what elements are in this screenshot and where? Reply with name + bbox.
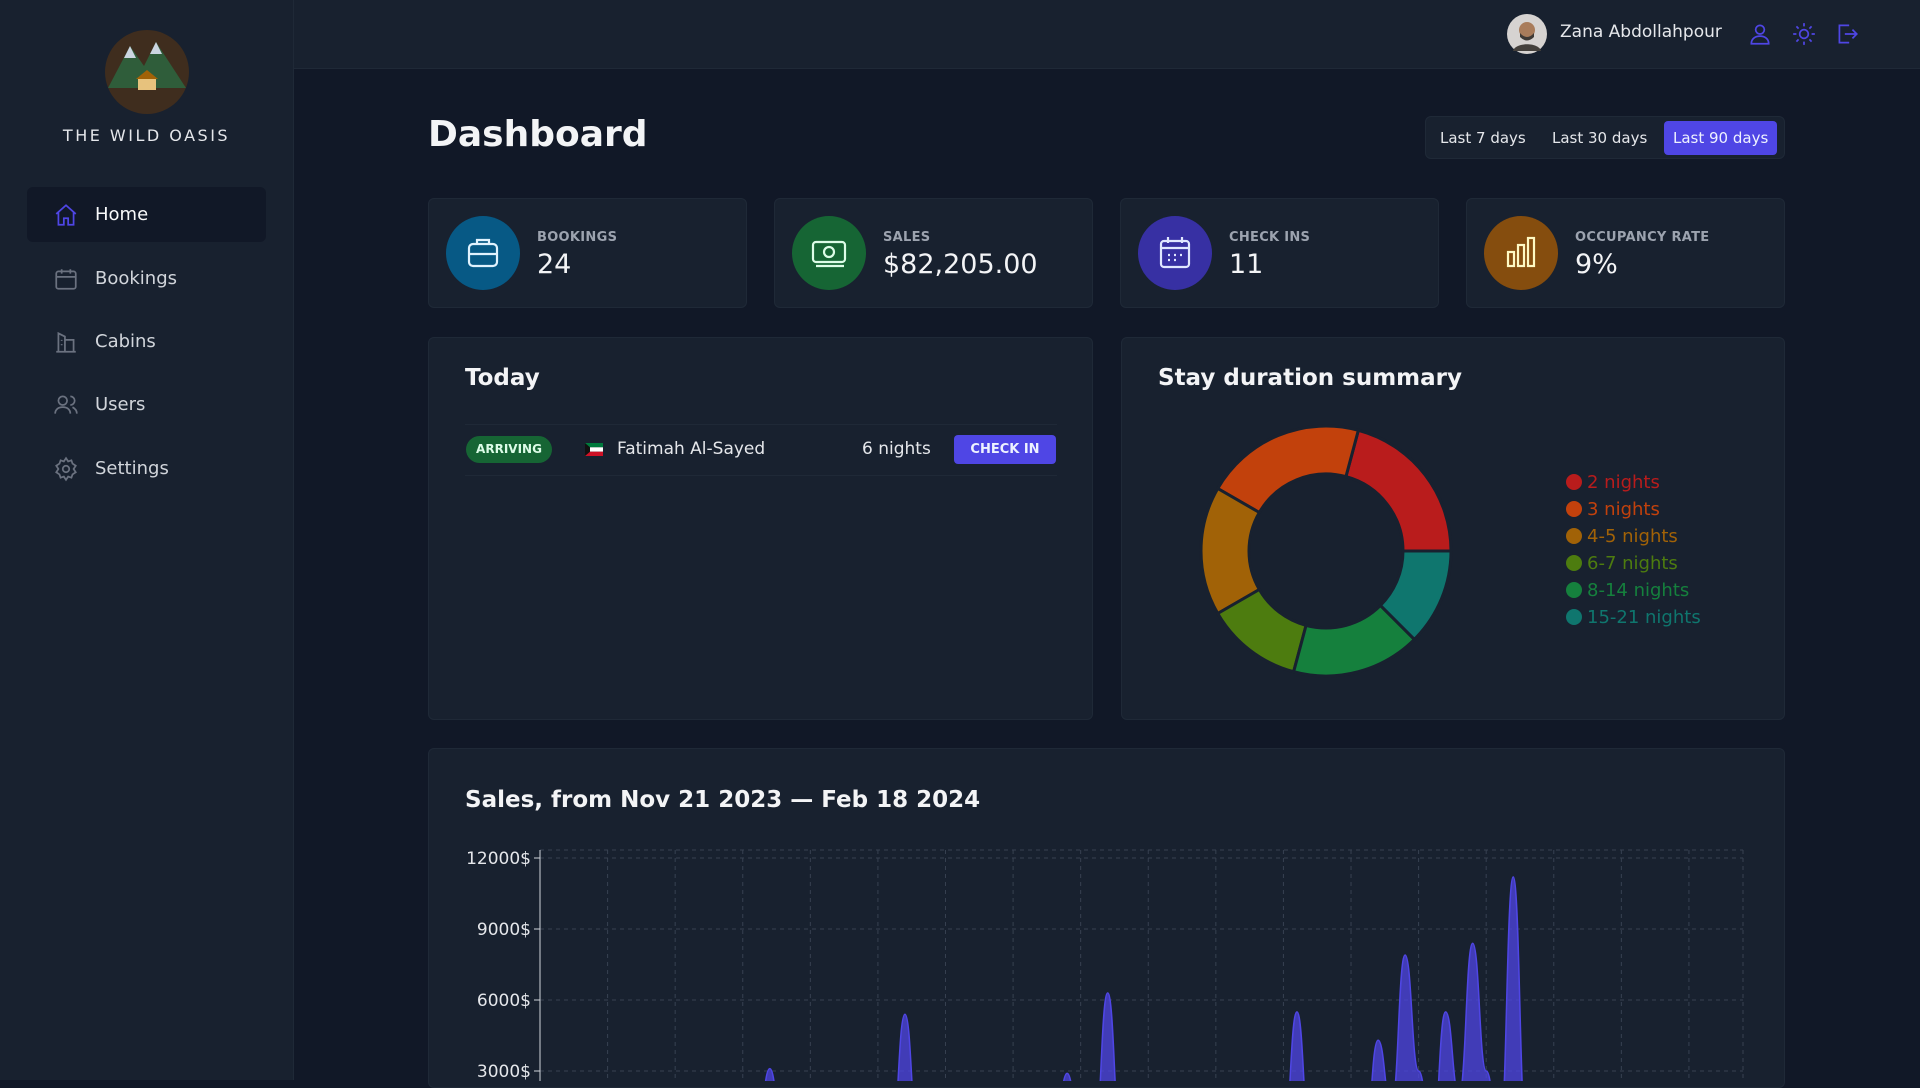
logo [105, 30, 189, 114]
legend-swatch [1566, 582, 1582, 598]
filter-button[interactable]: Last 7 days [1440, 129, 1526, 147]
legend-label: 15-21 nights [1587, 607, 1701, 628]
logout-button[interactable] [1834, 21, 1860, 47]
stat-card: CHECK INS 11 [1120, 198, 1439, 308]
nav-item[interactable]: Cabins [27, 314, 266, 369]
stat-label: SALES [883, 230, 931, 245]
nav-item[interactable]: Bookings [27, 251, 266, 306]
nav-label: Cabins [95, 331, 156, 352]
nav-item[interactable]: Settings [27, 441, 266, 496]
stat-icon [1138, 216, 1212, 290]
legend-swatch [1566, 501, 1582, 517]
pie-slice [1378, 549, 1453, 642]
stat-label: OCCUPANCY RATE [1575, 230, 1710, 245]
sales-area [764, 876, 1523, 1081]
flag [585, 443, 603, 456]
stat-label: CHECK INS [1229, 230, 1311, 245]
pie-slice [1344, 428, 1453, 553]
stat-icon [792, 216, 866, 290]
account-button[interactable] [1747, 21, 1773, 47]
legend-swatch [1566, 528, 1582, 544]
nav-label: Bookings [95, 268, 178, 289]
legend-swatch [1566, 609, 1582, 625]
legend-label: 8-14 nights [1587, 580, 1689, 601]
legend-label: 4-5 nights [1587, 526, 1678, 547]
page-title: Dashboard [428, 114, 648, 155]
stat-value: 9% [1575, 249, 1618, 280]
status-badge: ARRIVING [466, 436, 552, 463]
nav-label: Users [95, 394, 146, 415]
settings-icon [55, 456, 77, 481]
legend-label: 6-7 nights [1587, 553, 1678, 574]
y-tick-label: 6000$ [477, 991, 531, 1011]
today-card: Today ARRIVING Fatimah Al-Sayed 6 nights… [428, 337, 1093, 720]
guest-name: Fatimah Al-Sayed [617, 439, 766, 459]
y-tick-label: 12000$ [466, 849, 531, 869]
sales-chart: 3000$ 6000$ 9000$ 12000$ [466, 849, 1744, 1081]
stat-value: 24 [537, 249, 572, 280]
nav-label: Settings [95, 458, 169, 479]
nights: 6 nights [862, 439, 931, 459]
legend-swatch [1566, 474, 1582, 490]
stat-value: $82,205.00 [883, 249, 1038, 280]
stat-card: BOOKINGS 24 [428, 198, 747, 308]
filter-button[interactable]: Last 90 days [1664, 121, 1778, 155]
duration-card: Stay duration summary 2 nights 3 nights 4-… [1121, 337, 1785, 720]
stat-icon [1484, 216, 1558, 290]
bookings-icon [55, 268, 77, 290]
brand: THE WILD OASIS [62, 126, 231, 145]
stat-card: OCCUPANCY RATE 9% [1466, 198, 1785, 308]
cabins-icon [56, 331, 76, 353]
theme-button[interactable] [1791, 21, 1817, 47]
sidebar: THE WILD OASIS Home Bookings Cabins User… [0, 0, 294, 1080]
sales-card: Sales, from Nov 21 2023 — Feb 18 2024 30… [428, 748, 1785, 1088]
nav-item[interactable]: Home [27, 187, 266, 242]
check-in-button[interactable]: CHECK IN [954, 435, 1056, 464]
user-name: Zana Abdollahpour [1560, 22, 1722, 42]
nav-label: Home [95, 204, 149, 225]
legend-label: 3 nights [1587, 499, 1660, 520]
card-title: Stay duration summary [1158, 365, 1462, 391]
home-icon [55, 203, 77, 226]
legend-swatch [1566, 555, 1582, 571]
filter-button[interactable]: Last 30 days [1552, 129, 1648, 147]
filter-group: Last 7 days Last 30 days Last 90 days [1425, 116, 1785, 159]
activity-row: ARRIVING Fatimah Al-Sayed 6 nights CHECK… [465, 424, 1057, 476]
stat-icon [446, 216, 520, 290]
nav-item[interactable]: Users [27, 377, 266, 432]
y-tick-label: 3000$ [477, 1062, 531, 1081]
y-tick-label: 9000$ [477, 920, 531, 940]
card-title: Today [465, 365, 540, 391]
users-icon [54, 394, 78, 414]
stat-card: SALES $82,205.00 [774, 198, 1093, 308]
pie-chart: 2 nights 3 nights 4-5 nights 6-7 nights 8-14… [1199, 424, 1701, 678]
avatar[interactable] [1506, 13, 1548, 55]
stat-value: 11 [1229, 249, 1264, 280]
card-title: Sales, from Nov 21 2023 — Feb 18 2024 [465, 787, 981, 813]
header: Zana Abdollahpour [294, 0, 1920, 69]
legend-label: 2 nights [1587, 472, 1660, 493]
stat-label: BOOKINGS [537, 230, 618, 245]
